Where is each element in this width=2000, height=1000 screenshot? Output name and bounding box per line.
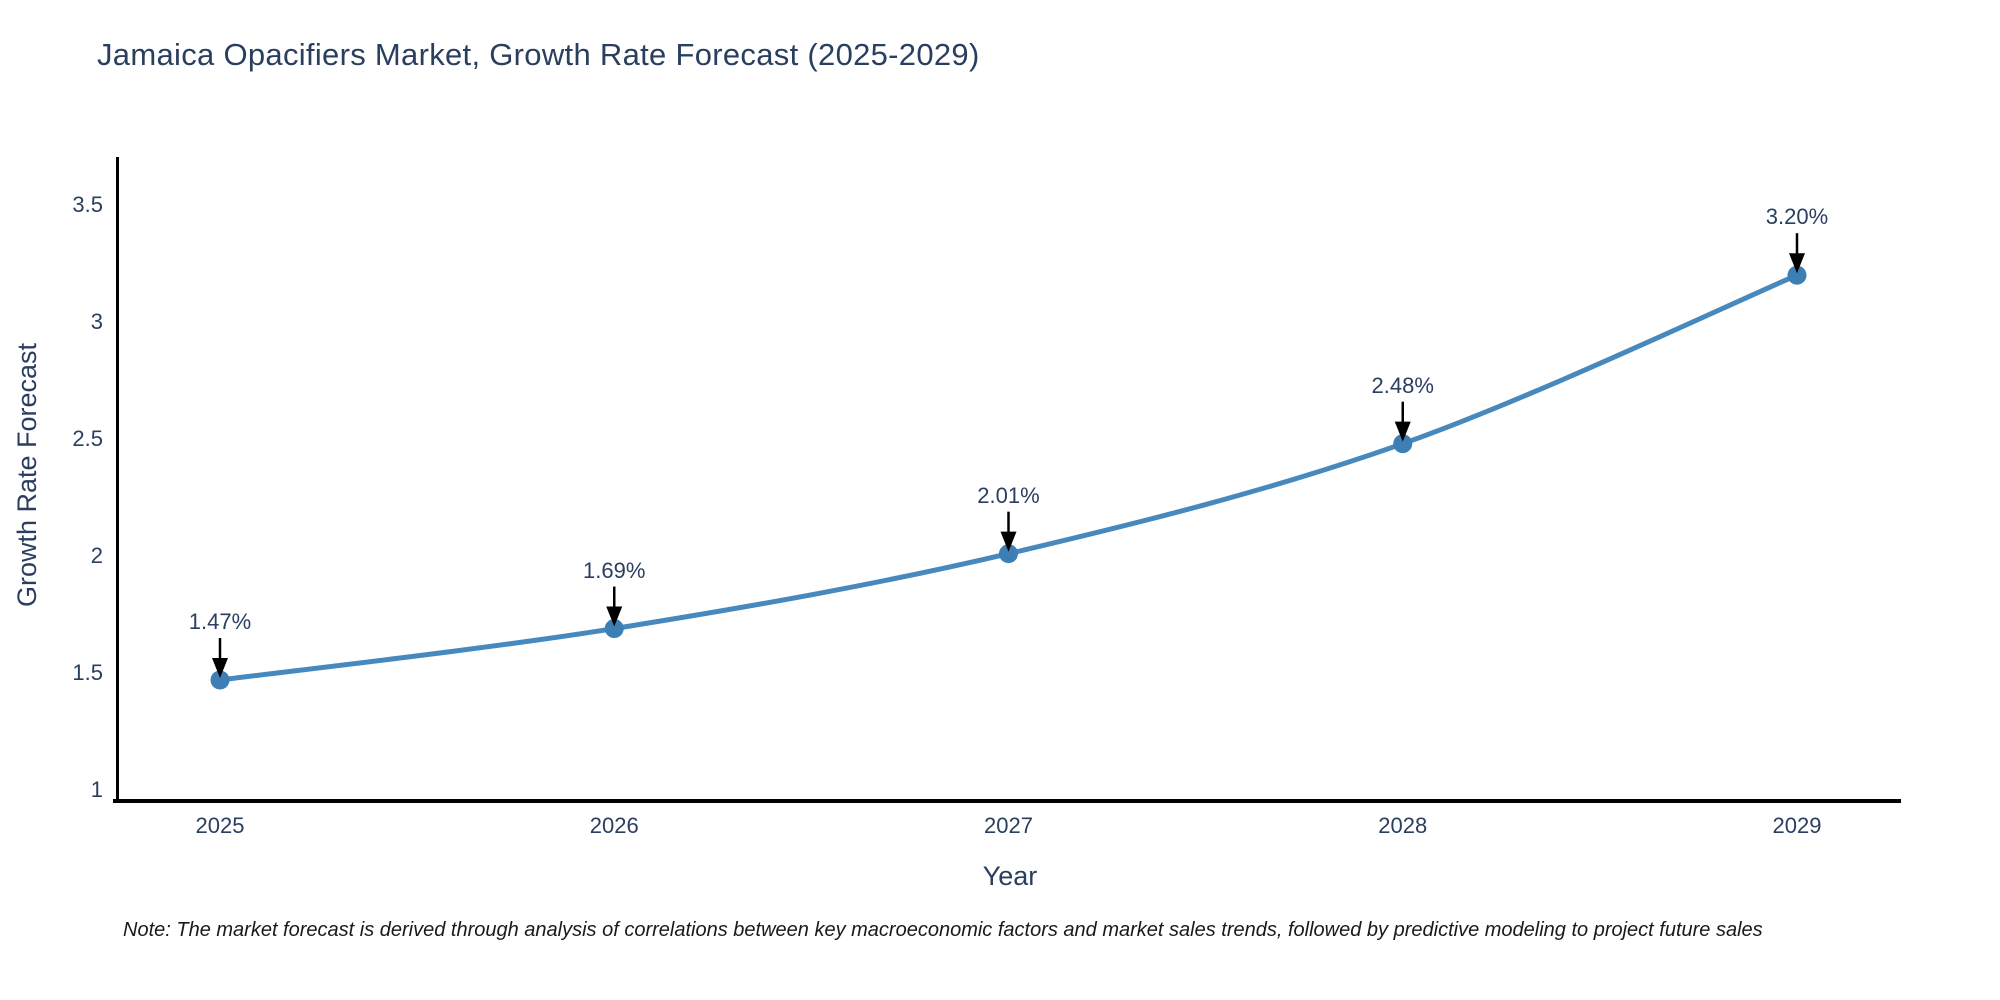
annotation-arrowhead-icon xyxy=(1000,531,1017,552)
y-tick-label: 2.5 xyxy=(72,426,103,451)
data-point-marker xyxy=(210,670,230,690)
annotation-arrowhead-icon xyxy=(1394,421,1411,442)
x-tick-label: 2026 xyxy=(589,813,639,838)
y-axis-line xyxy=(116,157,119,803)
y-tick-label: 1.5 xyxy=(72,660,103,685)
annotation-arrowhead-icon xyxy=(606,606,623,627)
data-point-marker xyxy=(1787,265,1807,285)
y-tick-label: 3 xyxy=(90,309,103,334)
x-tick-label: 2028 xyxy=(1378,813,1428,838)
x-tick-label: 2029 xyxy=(1772,813,1822,838)
annotation-arrowhead-icon xyxy=(212,658,228,679)
x-tick-label: 2025 xyxy=(195,813,245,838)
point-label: 2.48% xyxy=(1371,372,1434,398)
footnote: Note: The market forecast is derived thr… xyxy=(123,919,1763,941)
annotation-arrowhead-icon xyxy=(1789,253,1805,274)
point-label: 1.47% xyxy=(188,609,252,635)
y-tick-label: 2 xyxy=(90,543,103,568)
point-label: 2.01% xyxy=(977,482,1040,508)
x-axis-title: Year xyxy=(982,861,1038,891)
data-point-marker xyxy=(1393,434,1413,454)
y-tick-label: 1 xyxy=(90,777,103,802)
point-label: 1.69% xyxy=(583,557,646,583)
data-point-marker xyxy=(604,619,624,639)
x-axis-line xyxy=(113,799,1901,803)
chart-title: Jamaica Opacifiers Market, Growth Rate F… xyxy=(97,37,980,72)
y-tick-label: 3.5 xyxy=(72,192,103,217)
x-tick-label: 2027 xyxy=(984,813,1033,838)
point-label: 3.20% xyxy=(1765,204,1829,230)
data-point-marker xyxy=(999,544,1018,564)
trend-line xyxy=(217,272,1800,683)
